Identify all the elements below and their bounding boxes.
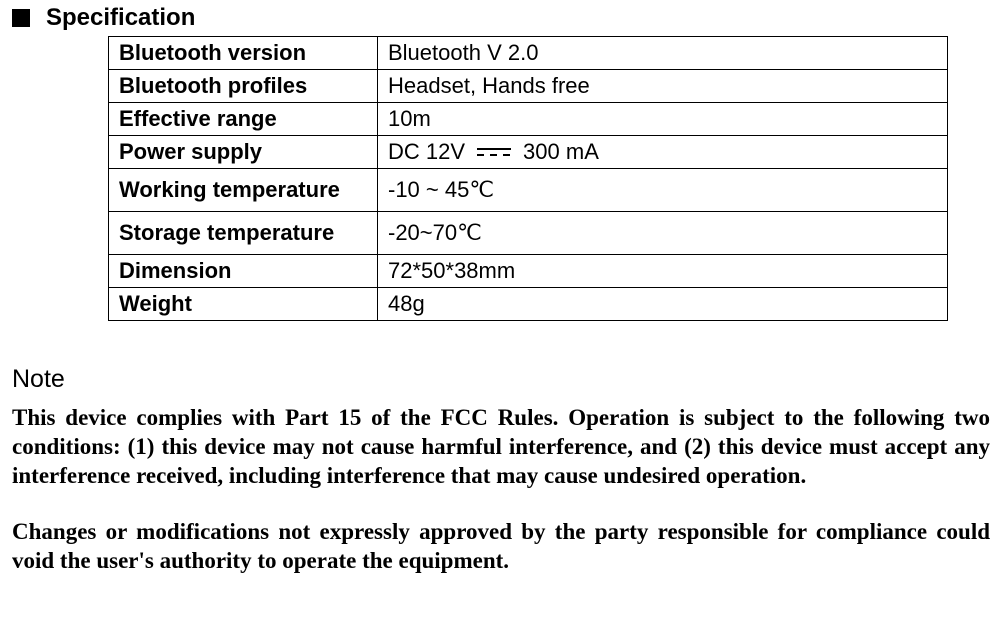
table-row: Effective range10m [109,103,948,136]
table-row: Dimension72*50*38mm [109,255,948,288]
spec-key: Dimension [109,255,378,288]
square-bullet-icon [12,9,30,27]
spec-value: 10m [378,103,948,136]
table-row: Weight48g [109,288,948,321]
table-row: Power supply DC 12V 300 mA [109,136,948,169]
spec-value: Bluetooth V 2.0 [378,37,948,70]
spec-key: Working temperature [109,169,378,212]
spec-key: Weight [109,288,378,321]
spec-value: DC 12V 300 mA [378,136,948,169]
spec-table: Bluetooth versionBluetooth V 2.0Bluetoot… [108,36,948,321]
note-heading: Note [12,365,990,394]
spec-key: Bluetooth version [109,37,378,70]
spec-value-post: 300 mA [523,139,599,165]
table-row: Working temperature-10 ~ 45℃ [109,169,948,212]
note-paragraph-1: This device complies with Part 15 of the… [12,404,990,490]
spec-heading-row: Specification [12,4,990,32]
spec-key: Effective range [109,103,378,136]
spec-key: Storage temperature [109,212,378,255]
table-row: Bluetooth versionBluetooth V 2.0 [109,37,948,70]
spec-key: Bluetooth profiles [109,70,378,103]
spec-value: Headset, Hands free [378,70,948,103]
spec-heading: Specification [46,4,195,32]
spec-value: -10 ~ 45℃ [378,169,948,212]
spec-value: -20~70℃ [378,212,948,255]
page: Specification Bluetooth versionBluetooth… [0,0,1002,624]
spec-value-pre: DC 12V [388,139,465,165]
table-row: Bluetooth profilesHeadset, Hands free [109,70,948,103]
note-paragraph-2: Changes or modifications not expressly a… [12,518,990,576]
spec-value: 48g [378,288,948,321]
spec-value: 72*50*38mm [378,255,948,288]
table-row: Storage temperature-20~70℃ [109,212,948,255]
spec-key: Power supply [109,136,378,169]
dc-symbol-icon [477,148,511,156]
